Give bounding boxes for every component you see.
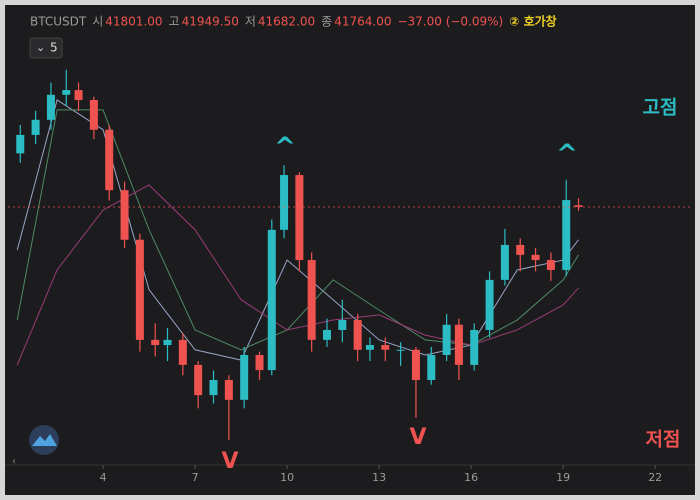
candle-body <box>531 254 540 261</box>
annotation: V <box>409 425 426 450</box>
candle-body <box>516 244 525 255</box>
annotation: ^ <box>556 140 578 170</box>
header-low-label: 저 <box>245 15 256 29</box>
candle-body <box>240 354 249 400</box>
candle-body <box>338 320 347 330</box>
candle-body <box>470 329 479 365</box>
x-tick-label: 19 <box>556 471 570 484</box>
candle-body <box>105 129 114 191</box>
interval-chevron: ⌄ <box>36 41 45 54</box>
candle-body <box>353 320 362 350</box>
candle-body <box>574 205 583 207</box>
x-tick-label: 16 <box>464 471 478 484</box>
interval: 5 <box>50 41 58 55</box>
candle-body <box>120 190 129 240</box>
header: BTCUSDT 시 41801.00 고 41949.50 저 41682.00 종 41764… <box>30 14 557 29</box>
annotation: 고점 <box>643 97 678 119</box>
candle-body <box>46 94 55 120</box>
candle-body <box>163 339 172 346</box>
candle-body <box>454 324 463 365</box>
header-close: 41764.00 <box>334 15 391 29</box>
panel <box>5 5 695 495</box>
annotation: 저점 <box>646 429 681 451</box>
candle-body <box>411 349 420 380</box>
x-tick-label: 10 <box>280 471 294 484</box>
candle-body <box>396 349 405 351</box>
scroll-arrow[interactable]: ‹ <box>12 456 16 467</box>
annotation: V <box>221 449 238 474</box>
candle-body <box>255 354 264 371</box>
x-tick-label: 4 <box>100 471 107 484</box>
interval-button[interactable] <box>29 37 63 59</box>
candle-body <box>280 175 289 230</box>
candle-body <box>62 90 71 95</box>
candle-body <box>89 99 98 130</box>
candle-body <box>209 380 218 396</box>
candle-body <box>307 260 316 340</box>
candle-body <box>194 364 203 396</box>
header-orderbook: ② 호가창 <box>509 14 556 29</box>
x-tick-label: 13 <box>372 471 386 484</box>
candle-body <box>546 260 555 270</box>
header-high: 41949.50 <box>182 15 239 29</box>
x-tick-label: 22 <box>648 471 662 484</box>
candle-body <box>16 134 25 154</box>
candle-body <box>224 380 233 400</box>
candle-body <box>151 339 160 346</box>
candle-body <box>365 345 374 350</box>
candle-body <box>500 244 509 280</box>
header-low: 41682.00 <box>258 15 315 29</box>
x-tick-label: 7 <box>192 471 199 484</box>
candle-body <box>295 175 304 261</box>
logo-mark <box>32 434 57 446</box>
header-change: −37.00 (−0.09%) <box>397 15 503 29</box>
candle-body <box>485 279 494 330</box>
candle-body <box>74 90 83 100</box>
header-title: BTCUSDT <box>30 15 87 29</box>
candle-body <box>381 345 390 350</box>
candle-body <box>178 339 187 365</box>
candle-body <box>267 229 276 371</box>
annotation: ^ <box>274 133 296 163</box>
header-open-label: 시 <box>92 15 103 29</box>
candle-body <box>562 200 571 270</box>
header-open: 41801.00 <box>105 15 162 29</box>
header-high-label: 고 <box>169 15 180 29</box>
candle-body <box>442 324 451 355</box>
candle-body <box>135 239 144 340</box>
candle-body <box>322 329 331 340</box>
candle-body <box>31 119 40 135</box>
header-close-label: 종 <box>321 15 332 29</box>
candle-body <box>427 354 436 380</box>
